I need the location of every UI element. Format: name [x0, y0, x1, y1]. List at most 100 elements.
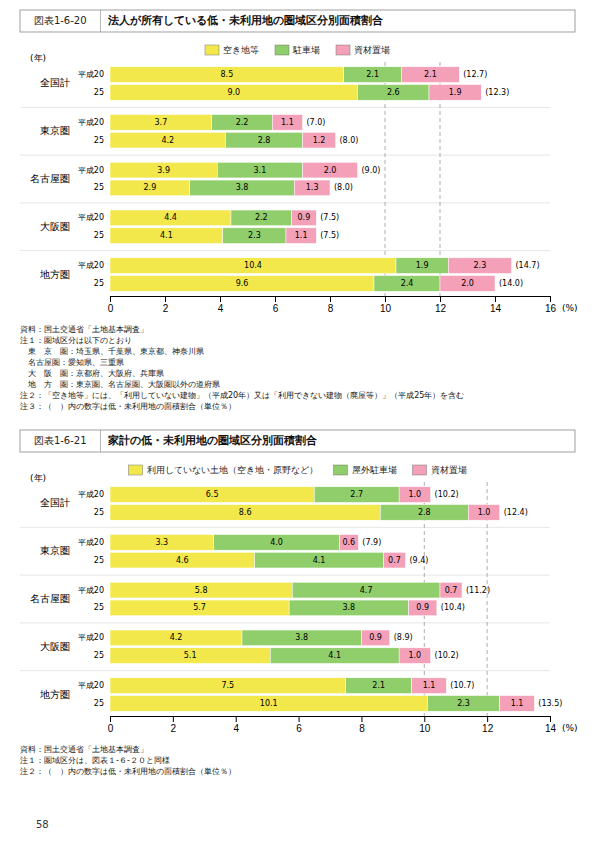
- total-label: (9.4): [409, 556, 428, 565]
- x-tick: 4: [218, 296, 224, 314]
- bar: [110, 648, 270, 664]
- x-tick-mark: [236, 716, 237, 722]
- x-tick-mark: [495, 296, 496, 302]
- bar: [110, 210, 231, 226]
- total-label: (8.9): [394, 633, 413, 642]
- data-label: 5.7: [193, 603, 206, 612]
- x-axis: 0246810121416: [108, 296, 557, 314]
- bar: [110, 600, 289, 616]
- subtitle: 図表1-6-21: [34, 435, 87, 446]
- bar: [217, 162, 302, 178]
- category-label: 25: [94, 556, 104, 565]
- data-label: 3.8: [342, 603, 355, 612]
- total-label: (12.4): [504, 508, 528, 517]
- legend-swatch: [129, 465, 143, 475]
- x-tick-label: 8: [359, 723, 365, 734]
- group-label: 地方圏: [39, 269, 70, 280]
- bar: [294, 180, 330, 196]
- category-label: 平成20: [78, 261, 104, 270]
- data-label: 2.0: [461, 279, 474, 288]
- x-tick-label: 0: [108, 303, 114, 314]
- data-label: 4.1: [328, 651, 341, 660]
- total-label: (14.7): [516, 261, 540, 270]
- data-label: 1.0: [408, 651, 421, 660]
- x-tick: 14: [545, 716, 557, 734]
- bar: [500, 696, 535, 712]
- legend-item: 資材置場: [413, 465, 467, 475]
- note: 注１：圏域区分は、図表１-６-２０と同様: [20, 756, 170, 765]
- group-label: 全国計: [40, 77, 70, 88]
- group-separator: [20, 670, 550, 671]
- bar: [429, 85, 481, 101]
- x-tick: 8: [359, 716, 365, 734]
- x-tick-label: 14: [545, 723, 557, 734]
- bar: [110, 132, 226, 148]
- note: 資料：国土交通省「土地基本調査」: [20, 325, 148, 334]
- data-label: 2.6: [387, 88, 400, 97]
- data-label: 4.2: [161, 136, 174, 145]
- notes: 資料：国土交通省「土地基本調査」注１：圏域区分は、図表１-６-２０と同様注２：（…: [20, 745, 236, 776]
- x-tick: 8: [328, 296, 334, 314]
- x-axis-line: [111, 297, 551, 303]
- note: 地 方 圏：東京圏、名古屋圏、大阪圏以外の道府県: [20, 380, 220, 389]
- y-axis-labels: 平成2025平成2025平成2025平成2025平成2025全国計東京圏名古屋圏…: [30, 70, 104, 288]
- x-tick-mark: [385, 296, 386, 302]
- total-label: (7.5): [320, 213, 339, 222]
- note: 注２：（ ）内の数字は低・未利用地の面積割合（単位％）: [20, 767, 236, 776]
- bar: [292, 582, 440, 598]
- bar: [214, 535, 340, 551]
- legend-label: 屋外駐車場: [352, 465, 397, 475]
- bar: [223, 228, 286, 244]
- x-tick-mark: [173, 716, 174, 722]
- title-box: [20, 430, 575, 452]
- x-tick: 4: [233, 716, 239, 734]
- bar: [380, 505, 468, 521]
- x-tick: 10: [380, 296, 392, 314]
- data-label: 2.1: [366, 70, 379, 79]
- data-label: 9.6: [236, 279, 249, 288]
- bar: [110, 258, 396, 274]
- chart: 図表1-6-20法人が所有している低・未利用地の圏域区分別面積割合空き地等駐車場…: [20, 10, 578, 411]
- group-separator: [20, 622, 550, 623]
- data-label: 2.9: [144, 183, 157, 192]
- x-tick-mark: [330, 296, 331, 302]
- bar: [110, 582, 292, 598]
- legend-swatch: [334, 465, 348, 475]
- y-axis-title: (年): [30, 53, 46, 63]
- legend-label: 資材置場: [354, 45, 390, 55]
- group-label: 大阪圏: [40, 221, 70, 232]
- x-tick-mark: [299, 716, 300, 722]
- total-label: (10.2): [435, 490, 459, 499]
- data-label: 5.8: [195, 586, 208, 595]
- x-tick-mark: [110, 716, 111, 722]
- group-separator: [20, 155, 550, 156]
- bar: [212, 115, 273, 131]
- category-label: 25: [94, 88, 104, 97]
- x-tick: 14: [490, 296, 502, 314]
- x-tick-label: 10: [380, 303, 392, 314]
- category-label: 25: [94, 136, 104, 145]
- group-label: 名古屋圏: [30, 593, 70, 604]
- total-label: (8.0): [334, 183, 353, 192]
- data-label: 3.9: [157, 166, 170, 175]
- x-tick: 16: [545, 296, 557, 314]
- data-label: 4.2: [170, 633, 183, 642]
- x-tick: 2: [163, 296, 169, 314]
- note: 名古屋圏：愛知県、三重県: [20, 358, 124, 367]
- category-label: 平成20: [78, 166, 104, 175]
- legend-item: 屋外駐車場: [334, 465, 397, 475]
- bar: [231, 210, 292, 226]
- bar: [110, 505, 380, 521]
- group-label: 名古屋圏: [30, 173, 70, 184]
- category-label: 平成20: [78, 490, 104, 499]
- x-tick-label: 2: [171, 723, 177, 734]
- y-axis-labels: 平成2025平成2025平成2025平成2025平成2025全国計東京圏名古屋圏…: [30, 490, 104, 708]
- total-label: (7.9): [362, 538, 381, 547]
- bar: [346, 678, 412, 694]
- legend-swatch: [336, 45, 350, 55]
- bar: [440, 582, 462, 598]
- total-label: (8.0): [340, 136, 359, 145]
- data-label: 1.3: [306, 183, 319, 192]
- data-label: 10.4: [244, 261, 262, 270]
- bar: [383, 552, 405, 568]
